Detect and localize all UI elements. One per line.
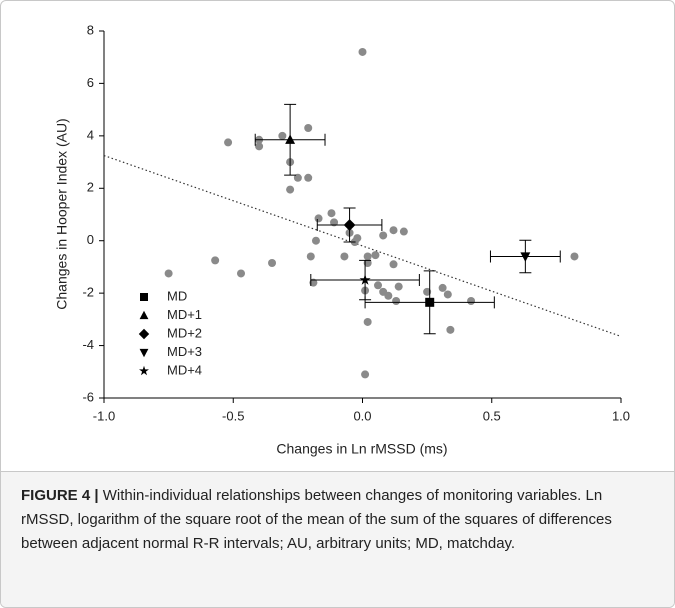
legend-marker	[139, 310, 149, 320]
legend-label: MD+4	[167, 362, 202, 377]
point	[237, 269, 246, 278]
y-tick-label: -6	[82, 389, 94, 404]
mean-marker	[343, 219, 356, 231]
legend-label: MD+1	[167, 307, 202, 322]
point	[392, 297, 401, 306]
y-tick-label: 4	[87, 127, 94, 142]
point	[443, 290, 452, 299]
caption-text: Within-individual relationships between …	[21, 487, 612, 552]
legend-label: MD	[167, 288, 187, 303]
x-axis-label: Changes in Ln rMSSD (ms)	[276, 441, 447, 457]
point	[304, 173, 313, 182]
point	[467, 297, 476, 306]
point	[446, 325, 455, 334]
point	[374, 281, 383, 290]
point	[255, 142, 264, 151]
point	[363, 252, 372, 261]
point	[363, 317, 372, 326]
point	[358, 47, 367, 56]
point	[384, 291, 393, 300]
mean-marker	[359, 274, 371, 285]
trend-line	[103, 154, 622, 337]
point	[399, 227, 408, 236]
point	[306, 252, 315, 261]
point	[224, 138, 233, 147]
legend-marker	[139, 348, 149, 358]
point	[394, 282, 403, 291]
y-axis-label: Changes in Hooper Index (AU)	[54, 118, 70, 309]
point	[309, 278, 318, 287]
x-tick-label: 0.0	[353, 408, 371, 423]
point	[389, 260, 398, 269]
chart: Changes in Ln rMSSD (ms) Changes in Hoop…	[54, 22, 630, 457]
legend-label: MD+2	[167, 325, 202, 340]
y-tick-label: 0	[87, 232, 94, 247]
point	[438, 283, 447, 292]
point	[361, 370, 370, 379]
caption-label: FIGURE 4 |	[21, 487, 99, 504]
point	[363, 258, 372, 267]
legend-marker	[138, 328, 150, 340]
y-tick-label: -2	[82, 285, 94, 300]
point	[371, 251, 380, 260]
point	[423, 287, 432, 296]
x-tick-label: 0.5	[483, 408, 501, 423]
legend-label: MD+3	[167, 344, 202, 359]
point	[211, 256, 220, 265]
point	[389, 226, 398, 235]
x-tick-label: -1.0	[93, 408, 115, 423]
point	[268, 258, 277, 267]
caption: FIGURE 4 | Within-individual relationshi…	[1, 471, 674, 607]
point	[327, 209, 336, 218]
point	[286, 185, 295, 194]
legend-marker	[140, 293, 148, 301]
point	[340, 252, 349, 261]
point	[278, 131, 287, 140]
x-tick-label: -0.5	[222, 408, 244, 423]
mean-marker	[520, 252, 531, 262]
point	[311, 236, 320, 245]
point	[379, 231, 388, 240]
y-tick-label: -4	[82, 337, 94, 352]
point	[314, 214, 323, 223]
point	[330, 218, 339, 227]
point	[570, 252, 579, 261]
point	[293, 173, 302, 182]
mean-marker	[425, 297, 435, 307]
point	[164, 269, 173, 278]
x-tick-label: 1.0	[612, 408, 630, 423]
y-tick-label: 6	[87, 75, 94, 90]
mean-marker	[285, 134, 296, 144]
point	[304, 123, 313, 132]
y-tick-label: 8	[87, 22, 94, 37]
y-tick-label: 2	[87, 180, 94, 195]
legend-marker	[139, 365, 149, 376]
